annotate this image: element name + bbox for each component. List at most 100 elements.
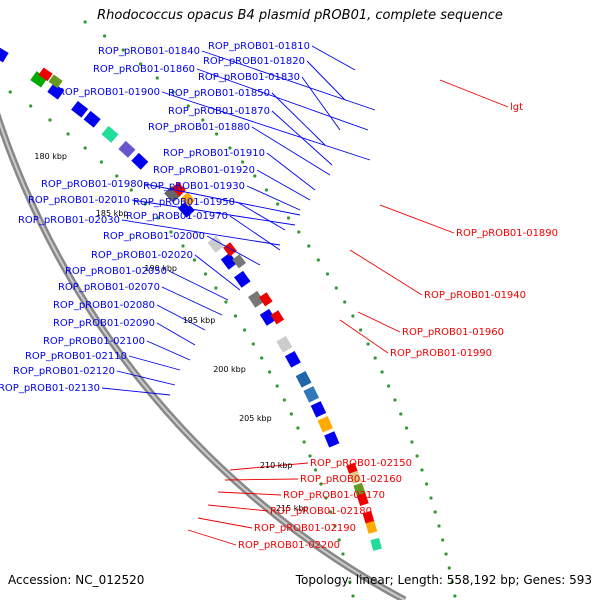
gene-label[interactable]: ROP_pROB01-02050 <box>65 266 167 277</box>
gene-label[interactable]: ROP_pROB01-01900 <box>58 87 160 98</box>
reverse-feature <box>317 416 333 433</box>
feature-glyphs <box>0 46 382 551</box>
gene-label[interactable]: ROP_pROB01-01970 <box>126 211 228 222</box>
map-title: Rhodococcus opacus B4 plasmid pROB01, co… <box>97 8 503 23</box>
label-connector <box>116 370 176 386</box>
gene-label[interactable]: ROP_pROB01-02160 <box>300 474 402 485</box>
tick-dot <box>447 566 451 570</box>
tick-dot <box>139 62 143 66</box>
label-connector <box>306 60 346 101</box>
gene-label[interactable]: ROP_pROB01-01930 <box>143 181 245 192</box>
tick-dot <box>450 580 454 584</box>
gene-labels[interactable]: ROP_pROB01-01810ROP_pROB01-01840ROP_pROB… <box>0 41 558 551</box>
label-connector <box>271 92 326 146</box>
gene-label[interactable]: ROP_pROB01-01940 <box>424 290 526 301</box>
gene-label[interactable]: ROP_pROB01-02110 <box>25 351 127 362</box>
tick-dot <box>224 300 228 304</box>
label-connector <box>197 517 253 529</box>
label-connector <box>156 304 206 331</box>
tick-dot <box>83 146 87 150</box>
tick-dot <box>243 328 247 332</box>
kbp-tick-label: 215 kbp <box>276 504 309 513</box>
tick-dot <box>228 146 232 150</box>
tick-dot <box>319 482 323 486</box>
label-connector <box>194 254 241 291</box>
forward-feature <box>259 292 273 307</box>
gene-label[interactable]: ROP_pROB01-02180 <box>270 506 372 517</box>
tick-dot <box>289 412 293 416</box>
reverse-feature <box>164 185 181 203</box>
tick-dot <box>214 286 218 290</box>
tick-dot <box>393 398 397 402</box>
tick-dot <box>387 384 391 388</box>
reverse-feature <box>295 371 312 388</box>
tick-dot <box>296 426 300 430</box>
tick-dot <box>380 370 384 374</box>
tick-dot <box>275 384 279 388</box>
gene-label[interactable]: ROP_pROB01-01860 <box>93 64 195 75</box>
gene-label[interactable]: ROP_pROB01-02190 <box>254 523 356 534</box>
kbp-tick-label: 190 kbp <box>144 264 177 273</box>
tick-dot <box>399 412 403 416</box>
label-connector <box>439 79 509 108</box>
gene-label[interactable]: ROP_pROB01-01830 <box>198 72 300 83</box>
gene-label[interactable]: ROP_pROB01-01810 <box>208 41 310 52</box>
tick-dot <box>48 118 52 122</box>
gene-label[interactable]: lgt <box>510 102 523 113</box>
gene-label[interactable]: ROP_pROB01-02170 <box>283 490 385 501</box>
gene-label[interactable]: ROP_pROB01-02090 <box>53 318 155 329</box>
label-connector <box>217 491 282 496</box>
gene-label[interactable]: ROP_pROB01-01920 <box>153 165 255 176</box>
reverse-feature <box>177 200 195 218</box>
tick-dot <box>316 258 320 262</box>
gene-label[interactable]: ROP_pROB01-01840 <box>98 46 200 57</box>
gene-label[interactable]: ROP_pROB01-01910 <box>163 148 265 159</box>
label-connector <box>266 152 316 191</box>
gene-label[interactable]: ROP_pROB01-02000 <box>103 231 205 242</box>
gene-label[interactable]: ROP_pROB01-01990 <box>390 348 492 359</box>
gene-label[interactable]: ROP_pROB01-01820 <box>203 56 305 67</box>
tick-dot <box>155 76 159 80</box>
forward-feature <box>356 492 369 506</box>
gene-label[interactable]: ROP_pROB01-02150 <box>310 458 412 469</box>
reverse-feature <box>234 270 251 288</box>
gene-label[interactable]: ROP_pROB01-02030 <box>18 215 120 226</box>
gene-label[interactable]: ROP_pROB01-02120 <box>13 366 115 377</box>
reverse-feature <box>207 235 225 253</box>
tick-dot <box>66 132 70 136</box>
gene-label[interactable]: ROP_pROB01-02020 <box>91 250 193 261</box>
reverse-feature <box>131 152 149 170</box>
label-connector <box>161 91 371 161</box>
gene-label[interactable]: ROP_pROB01-02070 <box>58 282 160 293</box>
tick-dot <box>203 272 208 276</box>
gene-label[interactable]: ROP_pROB01-01850 <box>168 88 270 99</box>
label-connectors <box>101 45 509 546</box>
tick-dot <box>410 440 414 444</box>
gene-label[interactable]: ROP_pROB01-02010 <box>28 195 130 206</box>
tick-dot <box>348 580 352 584</box>
gene-label[interactable]: ROP_pROB01-02080 <box>53 300 155 311</box>
forward-feature <box>38 67 53 82</box>
gene-label[interactable]: ROP_pROB01-01950 <box>133 197 235 208</box>
tick-dot <box>404 426 409 430</box>
gene-label[interactable]: ROP_pROB01-01960 <box>402 327 504 338</box>
tick-dot <box>29 104 33 108</box>
tick-dot <box>260 356 264 360</box>
forward-feature <box>370 537 382 551</box>
tick-dot <box>334 286 338 290</box>
tick-dot <box>307 244 311 248</box>
tick-dot <box>437 524 441 528</box>
gene-label[interactable]: ROP_pROB01-01880 <box>148 122 250 133</box>
label-connector <box>271 110 333 166</box>
gene-label[interactable]: ROP_pROB01-01890 <box>456 228 558 239</box>
gene-label[interactable]: ROP_pROB01-02200 <box>238 540 340 551</box>
gene-label[interactable]: ROP_pROB01-01980 <box>41 179 143 190</box>
tick-dot <box>121 48 125 52</box>
tick-dot <box>276 202 280 206</box>
label-connector <box>128 355 181 371</box>
gene-label[interactable]: ROP_pROB01-02100 <box>43 336 145 347</box>
gene-label[interactable]: ROP_pROB01-01870 <box>168 106 270 117</box>
tick-dot <box>169 230 173 234</box>
gene-label[interactable]: ROP_pROB01-02130 <box>0 383 100 394</box>
